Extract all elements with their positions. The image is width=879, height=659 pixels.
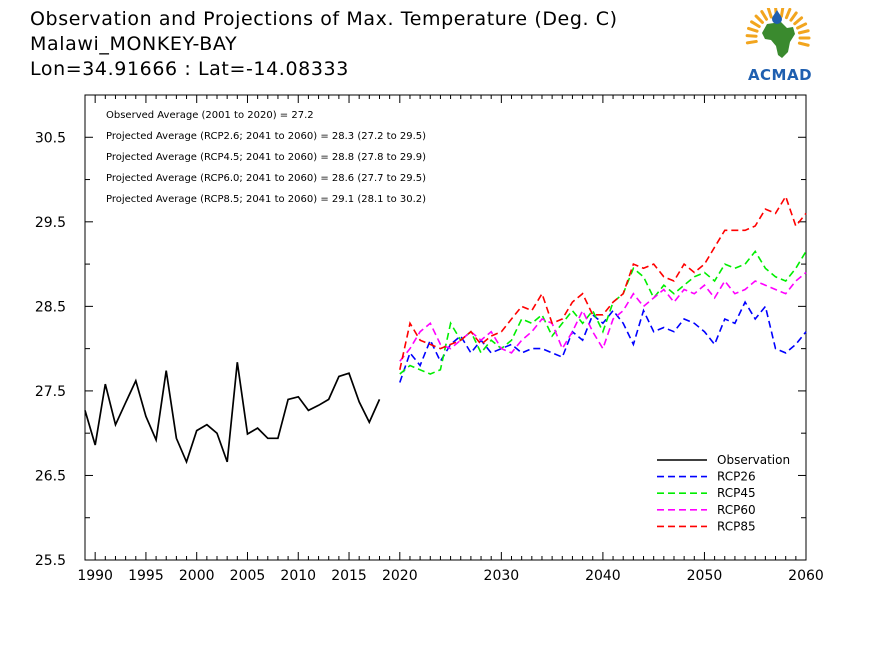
station-name: Malawi_MONKEY-BAY	[30, 33, 238, 55]
annotation-line: Observed Average (2001 to 2020) = 27.2	[106, 110, 314, 121]
series-line-rcp26	[399, 300, 807, 383]
sun-ray-icon	[793, 16, 804, 26]
x-tick-label: 2005	[230, 568, 266, 584]
x-axis: 1990 1995 2000 2005 2010 2015 2020 2030 2040 2050…	[77, 95, 824, 584]
acmad-logo: ACMAD	[735, 5, 820, 86]
x-tick-label: 1995	[128, 568, 164, 584]
legend: Observation RCP26 RCP45 RCP60 RCP85	[657, 453, 790, 533]
sun-ray-icon	[760, 10, 769, 21]
water-drop-icon	[772, 10, 782, 24]
x-tick-label: 2060	[788, 568, 824, 584]
sun-ray-icon	[784, 7, 792, 20]
sun-ray-icon	[797, 29, 810, 35]
sun-ray-icon	[789, 11, 798, 22]
sun-ray-icon	[745, 34, 758, 38]
x-tick-label: 2040	[585, 568, 621, 584]
x-tick-label: 2015	[331, 568, 367, 584]
y-tick-label: 26.5	[35, 468, 66, 484]
x-tick-label: 2010	[280, 568, 316, 584]
y-tick-label: 30.5	[35, 130, 66, 146]
annotation-line: Projected Average (RCP6.0; 2041 to 2060)…	[106, 173, 426, 184]
y-tick-label: 25.5	[35, 553, 66, 569]
sun-ray-icon	[745, 39, 758, 45]
series-line-rcp85	[399, 194, 807, 370]
station-coordinates: Lon=34.91666 : Lat=-14.08333	[30, 58, 349, 80]
series-line-rcp45	[399, 250, 807, 375]
annotation-line: Projected Average (RCP4.5; 2041 to 2060)…	[106, 152, 426, 163]
legend-label: RCP60	[717, 503, 756, 517]
sun-ray-icon	[796, 22, 808, 30]
x-tick-label: 2050	[687, 568, 723, 584]
sun-ray-icon	[754, 14, 764, 24]
legend-label: Observation	[717, 453, 790, 467]
y-axis: 25.5 26.5 27.5 28.5 29.5 30.5	[35, 94, 806, 569]
africa-sun-icon	[745, 5, 811, 58]
sun-ray-icon	[766, 7, 773, 19]
plot-frame	[84, 94, 807, 561]
chart-title: Observation and Projections of Max. Temp…	[30, 8, 618, 30]
series-line-rcp60	[399, 271, 807, 362]
annotation-line: Projected Average (RCP8.5; 2041 to 2060)…	[106, 194, 426, 205]
annotation-line: Projected Average (RCP2.6; 2041 to 2060)…	[106, 131, 426, 142]
y-tick-label: 27.5	[35, 384, 66, 400]
annotation-block: Observed Average (2001 to 2020) = 27.2 Pr…	[106, 110, 426, 205]
series-line-observation	[84, 362, 381, 465]
sun-ray-icon	[797, 41, 810, 47]
sun-ray-icon	[747, 26, 759, 33]
x-tick-label: 1990	[77, 568, 113, 584]
acmad-logo-text: ACMAD	[747, 66, 813, 84]
x-tick-label: 2030	[484, 568, 520, 584]
y-tick-label: 29.5	[35, 215, 66, 231]
sun-ray-icon	[750, 20, 761, 29]
legend-label: RCP45	[717, 486, 756, 500]
legend-label: RCP85	[717, 519, 756, 533]
x-tick-label: 2020	[382, 568, 418, 584]
legend-label: RCP26	[717, 470, 756, 484]
y-tick-label: 28.5	[35, 299, 66, 315]
sun-ray-icon	[779, 5, 785, 18]
x-tick-label: 2000	[179, 568, 215, 584]
series-layer	[84, 194, 807, 465]
